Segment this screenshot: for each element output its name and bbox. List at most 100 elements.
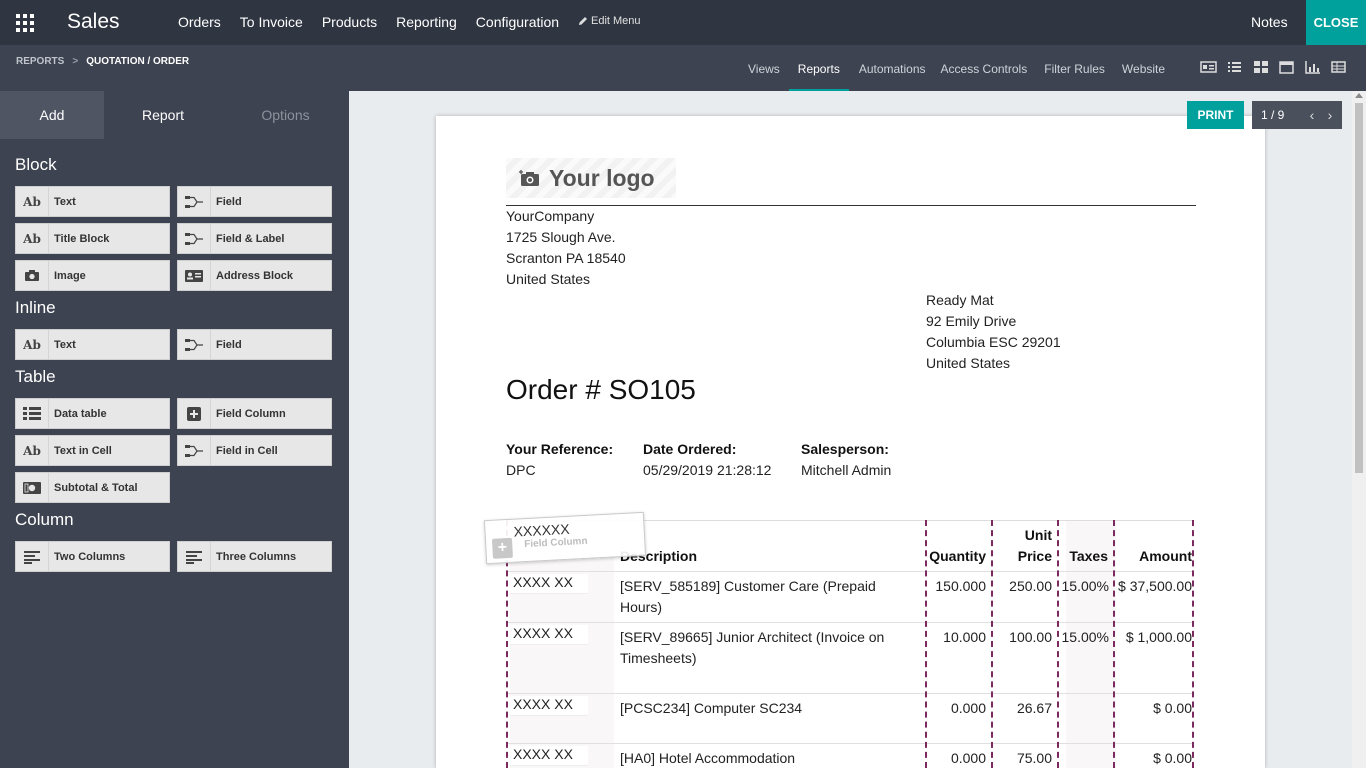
header-unit[interactable]: Unit	[1024, 527, 1052, 543]
calendar-view-icon[interactable]	[1278, 60, 1295, 74]
align-left-icon	[16, 542, 49, 571]
pivot-view-icon[interactable]	[1330, 60, 1347, 74]
inline-field-button[interactable]: Field	[177, 329, 332, 360]
sidebar-tab-add[interactable]: Add	[0, 91, 104, 139]
scroll-up-icon[interactable]	[1355, 93, 1363, 98]
row2-quantity[interactable]: 10.000	[943, 629, 986, 645]
salesperson-label[interactable]: Salesperson:	[801, 441, 889, 457]
company-street: 1725 Slough Ave.	[506, 229, 616, 245]
graph-view-icon[interactable]	[1304, 60, 1321, 74]
placeholder-cell-3[interactable]: XXXX XX	[510, 696, 588, 716]
menu-reporting[interactable]: Reporting	[396, 14, 457, 30]
edit-menu-button[interactable]: Edit Menu	[578, 15, 641, 27]
dragged-field-column[interactable]: XXXXXX + Field Column	[483, 511, 647, 565]
placeholder-cell-4[interactable]: XXXX XX	[510, 746, 588, 766]
table-text-cell-button[interactable]: Ab Text in Cell	[15, 435, 170, 466]
list-view-icon[interactable]	[1226, 60, 1243, 74]
scrollbar-thumb[interactable]	[1355, 103, 1363, 473]
block-field-label-label: Field & Label	[216, 232, 285, 245]
tab-views[interactable]: Views	[748, 62, 780, 76]
placeholder-cell-1[interactable]: XXXX XX	[510, 574, 588, 594]
row1-taxes[interactable]: 15.00%	[1061, 578, 1109, 594]
kanban-view-icon[interactable]	[1252, 60, 1269, 74]
header-quantity[interactable]: Quantity	[929, 548, 986, 564]
breadcrumb-reports[interactable]: REPORTS	[16, 56, 65, 67]
block-image-button[interactable]: Image	[15, 260, 170, 291]
edit-menu-label: Edit Menu	[591, 15, 641, 27]
app-name: Sales	[67, 10, 120, 33]
header-taxes[interactable]: Taxes	[1069, 548, 1108, 564]
tab-automations[interactable]: Automations	[858, 62, 926, 76]
field-cell-icon	[178, 436, 211, 465]
date-ordered-value[interactable]: 05/29/2019 21:28:12	[643, 462, 772, 478]
row2-price[interactable]: 100.00	[1009, 629, 1052, 645]
row1-description[interactable]: [SERV_585189] Customer Care (Prepaid Hou…	[620, 576, 876, 618]
report-editor-sidebar: Add Report Options	[0, 91, 349, 768]
row2-description[interactable]: [SERV_89665] Junior Architect (Invoice o…	[620, 627, 884, 669]
row4-price[interactable]: 75.00	[1016, 750, 1052, 766]
date-ordered-label[interactable]: Date Ordered:	[643, 441, 737, 457]
apps-menu-icon[interactable]	[16, 14, 34, 32]
field-icon	[178, 187, 211, 216]
block-field-label-button[interactable]: Field & Label	[177, 223, 332, 254]
header-price[interactable]: Price	[1017, 548, 1052, 564]
print-button[interactable]: PRINT	[1187, 101, 1244, 129]
menu-orders[interactable]: Orders	[178, 14, 221, 30]
menu-configuration[interactable]: Configuration	[475, 14, 560, 30]
column-two-button[interactable]: Two Columns	[15, 541, 170, 572]
row3-quantity[interactable]: 0.000	[950, 700, 986, 716]
menu-to-invoice[interactable]: To Invoice	[239, 14, 303, 30]
tab-filter-rules[interactable]: Filter Rules	[1044, 62, 1105, 76]
table-field-cell-button[interactable]: Field in Cell	[177, 435, 332, 466]
placeholder-cell-2[interactable]: XXXX XX	[510, 625, 588, 645]
row3-description[interactable]: [PCSC234] Computer SC234	[620, 700, 803, 716]
align-left-icon-2	[178, 542, 211, 571]
company-logo-placeholder[interactable]: Your logo	[506, 158, 676, 198]
table-field-column-button[interactable]: Field Column	[177, 398, 332, 429]
reference-value[interactable]: DPC	[506, 462, 536, 478]
block-field-button[interactable]: Field	[177, 186, 332, 217]
row1-amount[interactable]: $ 37,500.00	[1118, 578, 1192, 594]
pager-prev-icon[interactable]: ‹	[1309, 107, 1315, 123]
close-button[interactable]: CLOSE	[1306, 0, 1366, 45]
row1-price[interactable]: 250.00	[1009, 578, 1052, 594]
customer-address[interactable]: Ready Mat 92 Emily Drive Columbia ESC 29…	[926, 290, 1061, 374]
row2-description-line2: Timesheets)	[620, 650, 697, 666]
company-address[interactable]: YourCompany 1725 Slough Ave. Scranton PA…	[506, 206, 626, 290]
table-subtotal-button[interactable]: Subtotal & Total	[15, 472, 170, 503]
menu-products[interactable]: Products	[321, 14, 378, 30]
row4-quantity[interactable]: 0.000	[950, 750, 986, 766]
form-view-icon[interactable]	[1200, 60, 1217, 74]
header-amount[interactable]: Amount	[1139, 548, 1192, 564]
vertical-scrollbar[interactable]	[1352, 91, 1366, 768]
section-column-title: Column	[15, 510, 74, 529]
row1-quantity[interactable]: 150.000	[935, 578, 986, 594]
column-three-label: Three Columns	[216, 550, 297, 563]
column-outline-4	[1057, 520, 1059, 768]
pager-next-icon[interactable]: ›	[1327, 107, 1333, 123]
block-title-button[interactable]: Ab Title Block	[15, 223, 170, 254]
row4-description[interactable]: [HA0] Hotel Accommodation	[620, 750, 796, 766]
table-header-divider	[506, 571, 1194, 572]
notes-button[interactable]: Notes	[1251, 14, 1288, 30]
row-divider-1	[506, 622, 1194, 623]
column-three-button[interactable]: Three Columns	[177, 541, 332, 572]
row2-amount[interactable]: $ 1,000.00	[1125, 629, 1192, 645]
tab-website[interactable]: Website	[1121, 62, 1166, 76]
order-title[interactable]: Order # SO105	[506, 374, 696, 405]
block-address-button[interactable]: Address Block	[177, 260, 332, 291]
sidebar-tab-report[interactable]: Report	[104, 91, 222, 139]
salesperson-value[interactable]: Mitchell Admin	[801, 462, 892, 478]
row2-taxes[interactable]: 15.00%	[1061, 629, 1109, 645]
row3-price[interactable]: 26.67	[1016, 700, 1052, 716]
row4-amount[interactable]: $ 0.00	[1153, 750, 1192, 766]
row3-amount[interactable]: $ 0.00	[1153, 700, 1192, 716]
block-text-button[interactable]: Ab Text	[15, 186, 170, 217]
table-field-cell-label: Field in Cell	[216, 444, 278, 457]
inline-text-button[interactable]: Ab Text	[15, 329, 170, 360]
tab-reports[interactable]: Reports	[788, 45, 849, 91]
table-data-button[interactable]: Data table	[15, 398, 170, 429]
tab-access-controls[interactable]: Access Controls	[940, 62, 1028, 76]
sidebar-tab-options[interactable]: Options	[222, 91, 349, 139]
reference-label[interactable]: Your Reference:	[506, 441, 614, 457]
